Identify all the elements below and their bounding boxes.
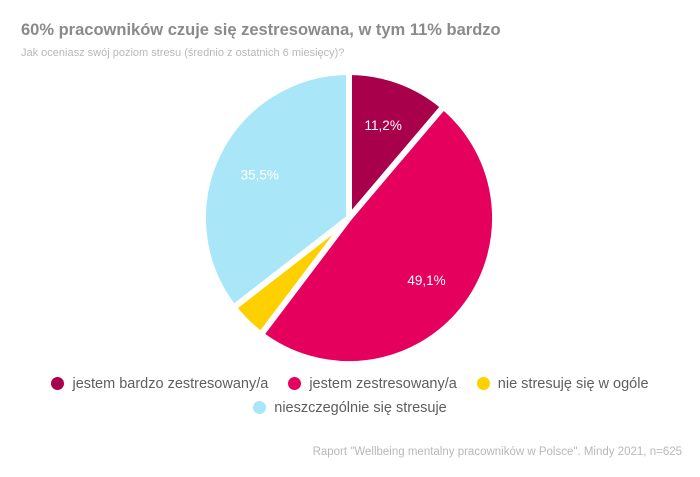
- slice-data-label: 49,1%: [407, 273, 445, 288]
- legend-swatch: [51, 377, 65, 390]
- legend-swatch: [253, 401, 267, 414]
- pie-slice: [346, 69, 447, 221]
- legend-swatch: [476, 377, 490, 390]
- chart-legend: jestem bardzo zestresowany/a jestem zestr…: [0, 372, 700, 420]
- legend-swatch: [288, 377, 302, 390]
- chart-subtitle: Jak oceniasz swój poziom stresu (średnio…: [21, 47, 345, 59]
- pie-slice: [257, 103, 499, 367]
- legend-item: jestem bardzo zestresowany/a: [51, 372, 268, 396]
- slice-data-label: 35,5%: [241, 167, 279, 182]
- legend-label: jestem bardzo zestresowany/a: [72, 376, 269, 392]
- chart-title: 60% pracowników czuje się zestresowana, …: [21, 21, 501, 39]
- legend-item: nieszczególnie się stresuje: [253, 396, 447, 420]
- legend-item: jestem zestresowany/a: [288, 372, 457, 396]
- legend-item: nie stresuję się w ogóle: [476, 372, 649, 396]
- slice-data-label: 11,2%: [365, 118, 402, 133]
- pie-slice: [200, 69, 352, 311]
- legend-label: nieszczególnie się stresuje: [274, 400, 447, 416]
- legend-label: nie stresuję się w ogóle: [497, 376, 649, 392]
- source-note: Raport "Wellbeing mentalny pracowników w…: [312, 446, 682, 458]
- legend-label: jestem zestresowany/a: [309, 376, 457, 392]
